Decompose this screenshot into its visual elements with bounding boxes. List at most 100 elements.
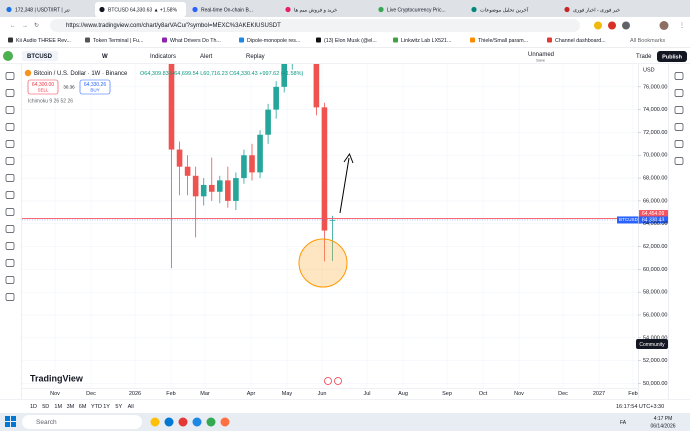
sidebar-icon[interactable]: [674, 140, 684, 148]
tab[interactable]: [281, 2, 372, 17]
profile-avatar[interactable]: [659, 21, 669, 30]
buy-button[interactable]: [79, 79, 111, 95]
bookmark[interactable]: What Drivers Do Th...: [170, 38, 221, 44]
tool-icon[interactable]: [5, 259, 15, 267]
search-label[interactable]: Search: [36, 419, 57, 426]
back-button[interactable]: ←: [10, 23, 16, 29]
tab[interactable]: [2, 2, 93, 17]
tool-icon[interactable]: [5, 191, 15, 199]
range-button[interactable]: 1M: [54, 404, 62, 410]
symbol-search[interactable]: [22, 51, 58, 61]
tool-icon[interactable]: [5, 140, 15, 148]
drawing-arrow[interactable]: [339, 157, 350, 214]
tool-icon[interactable]: [5, 225, 15, 233]
tool-icon[interactable]: [5, 208, 15, 216]
sidebar-icon[interactable]: [674, 157, 684, 165]
interval[interactable]: W: [102, 54, 108, 60]
sidebar-icon[interactable]: [674, 72, 684, 80]
tab[interactable]: [467, 2, 558, 17]
range-button[interactable]: All: [128, 404, 134, 410]
user-avatar[interactable]: [3, 51, 13, 61]
tab[interactable]: [374, 2, 465, 17]
tab-title[interactable]: خرید و فروش میم ها: [294, 7, 337, 13]
sidebar-icon[interactable]: [674, 123, 684, 131]
sidebar-icon[interactable]: [674, 89, 684, 97]
tool-icon[interactable]: [5, 106, 15, 114]
publish-label[interactable]: Publish: [662, 54, 683, 60]
extension-icon[interactable]: [594, 21, 602, 30]
start-button[interactable]: [5, 416, 10, 421]
range-button[interactable]: 6M: [79, 404, 87, 410]
alert-button[interactable]: Alert: [200, 54, 213, 60]
bookmark[interactable]: Dipole-monopole res...: [247, 38, 300, 44]
bookmark[interactable]: Kii Audio THREE Rev...: [16, 38, 71, 44]
active-tab[interactable]: [95, 2, 186, 17]
range-button[interactable]: 1D: [30, 404, 37, 410]
taskbar-app[interactable]: [178, 417, 188, 427]
start-button[interactable]: [11, 416, 16, 421]
extension-icon[interactable]: [622, 21, 630, 30]
replay-button[interactable]: Replay: [246, 54, 265, 60]
start-button[interactable]: [5, 422, 10, 427]
taskbar-app[interactable]: [150, 417, 160, 427]
tab-title[interactable]: 172,348 | USDT/IRT | تتر: [15, 7, 70, 13]
symbol[interactable]: BTCUSD: [27, 54, 53, 60]
tool-icon[interactable]: [5, 293, 15, 301]
community-badge[interactable]: [636, 339, 668, 349]
sidebar-icon[interactable]: [674, 106, 684, 114]
trade-button[interactable]: Trade: [636, 54, 652, 60]
buy-label[interactable]: BUY: [90, 88, 99, 93]
taskbar-app[interactable]: [206, 417, 216, 427]
address-bar[interactable]: [50, 19, 580, 32]
range-button[interactable]: 1Y: [103, 404, 110, 410]
range-button[interactable]: 3M: [67, 404, 75, 410]
extension-icon[interactable]: [608, 21, 616, 30]
tool-icon[interactable]: [5, 157, 15, 165]
publish-button[interactable]: [657, 51, 687, 62]
all-bookmarks[interactable]: All Bookmarks: [630, 38, 665, 44]
bookmark[interactable]: (13) Elon Musk (@el...: [324, 38, 377, 44]
tab-title[interactable]: آخرین تحلیل موضوعات: [480, 6, 529, 13]
bookmark[interactable]: Linkwitz Lab LX521...: [401, 38, 451, 44]
tool-icon[interactable]: [5, 89, 15, 97]
sell-button[interactable]: [27, 79, 59, 95]
range-button[interactable]: YTD: [91, 404, 102, 410]
community-label[interactable]: Community: [639, 342, 665, 348]
range-button[interactable]: 5D: [42, 404, 49, 410]
tool-icon[interactable]: [5, 242, 15, 250]
bookmark[interactable]: Thiele/Small param...: [478, 38, 528, 44]
tab[interactable]: [560, 2, 651, 17]
url[interactable]: https://www.tradingview.com/chart/y8arVA…: [66, 23, 281, 29]
sell-price[interactable]: 64,300.00: [32, 82, 54, 88]
save-button[interactable]: Save: [536, 58, 546, 63]
bookmark[interactable]: Channel dashboard...: [555, 38, 606, 44]
date[interactable]: 06/14/2026: [650, 423, 675, 429]
event-marker[interactable]: [334, 377, 342, 385]
bookmark[interactable]: Token Terminal | Fu...: [93, 38, 143, 44]
tab-title[interactable]: BTCUSD 64,330.63 ▲ +1.58%: [108, 7, 178, 13]
tool-icon[interactable]: [5, 72, 15, 80]
indicators-button[interactable]: Indicators: [150, 54, 176, 60]
forward-button[interactable]: →: [22, 23, 28, 29]
time[interactable]: 4:17 PM: [654, 416, 673, 422]
taskbar-app[interactable]: [164, 417, 174, 427]
sell-label[interactable]: SELL: [37, 88, 49, 93]
tab-title[interactable]: خبر فوری - اخبار فوری: [573, 7, 620, 13]
search-box[interactable]: [22, 415, 142, 429]
buy-price[interactable]: 64,330.26: [84, 82, 106, 88]
taskbar-app[interactable]: [192, 417, 202, 427]
tool-icon[interactable]: [5, 276, 15, 284]
start-button[interactable]: [11, 422, 16, 427]
menu-button[interactable]: ⋮: [679, 23, 685, 29]
tab-title[interactable]: Real-time On-chain B...: [201, 7, 253, 13]
reload-button[interactable]: ↻: [34, 22, 39, 29]
drawing-circle[interactable]: [298, 238, 348, 288]
range-button[interactable]: 5Y: [115, 404, 122, 410]
layout-name[interactable]: Unnamed: [528, 52, 554, 58]
tool-icon[interactable]: [5, 174, 15, 182]
tab-title[interactable]: Live Cryptocurrency Pric...: [387, 7, 446, 13]
tool-icon[interactable]: [5, 123, 15, 131]
tab[interactable]: [188, 2, 279, 17]
language[interactable]: FA: [620, 420, 627, 426]
taskbar-app[interactable]: [220, 417, 230, 427]
